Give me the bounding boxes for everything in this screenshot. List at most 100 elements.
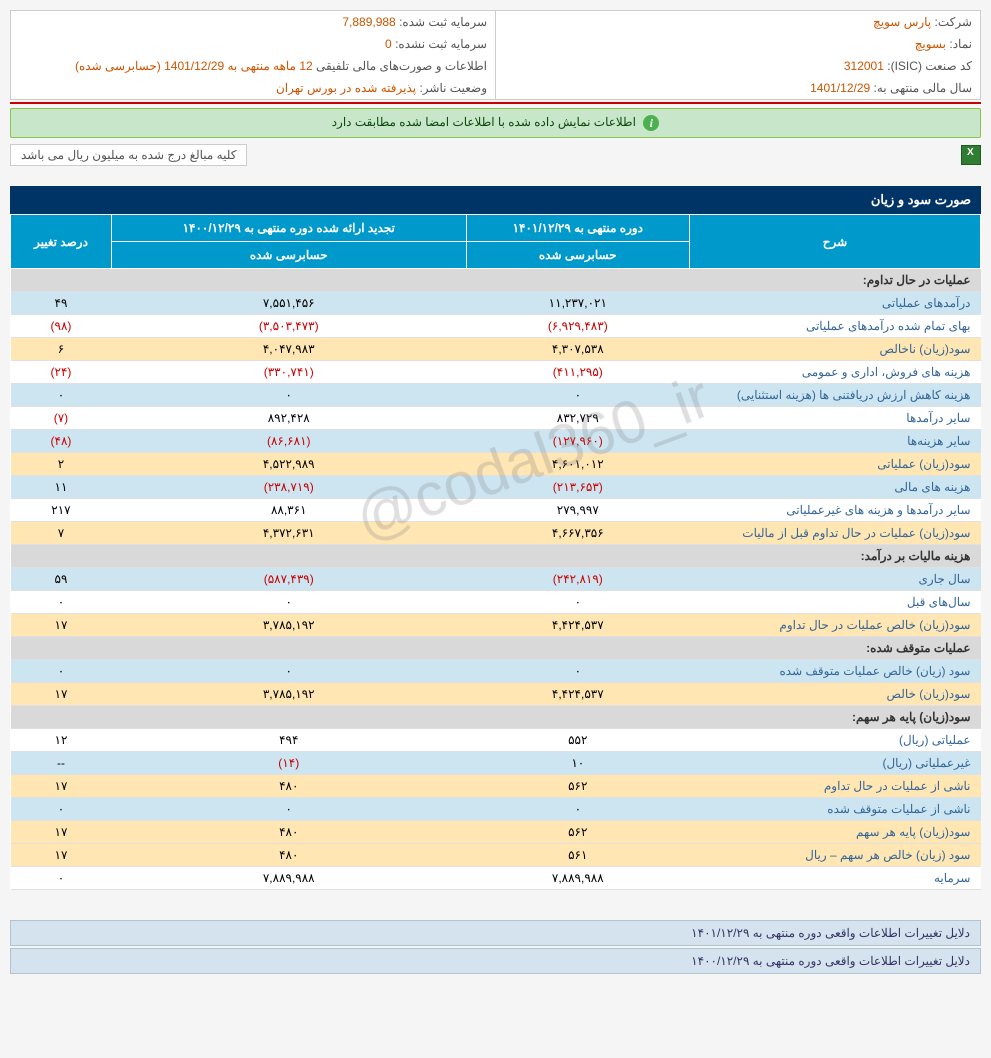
footer-bars: دلایل تغییرات اطلاعات واقعی دوره منتهی ب… [10, 920, 981, 974]
table-row: سود (زیان) خالص عملیات متوقف شده۰۰۰ [11, 660, 981, 683]
cell-v2: ۸۸,۳۶۱ [111, 499, 466, 522]
table-row: سود(زیان) خالص عملیات در حال تداوم۴,۴۲۴,… [11, 614, 981, 637]
cell-pct: ۰ [11, 591, 112, 614]
table-row: غیرعملیاتی (ریال)۱۰(۱۴)-- [11, 752, 981, 775]
cell-v2: ۴۸۰ [111, 821, 466, 844]
th-period1: دوره منتهی به ۱۴۰۱/۱۲/۲۹ [466, 215, 689, 242]
cell-pct: ۱۷ [11, 844, 112, 867]
table-row: عملیات متوقف شده: [11, 637, 981, 660]
alert-signed-match: i اطلاعات نمایش داده شده با اطلاعات امضا… [10, 108, 981, 138]
table-row: سال‌های قبل۰۰۰ [11, 591, 981, 614]
income-statement-title: صورت سود و زیان [10, 186, 981, 214]
info-icon: i [643, 115, 659, 131]
cell-pct: ۰ [11, 384, 112, 407]
alert-text: اطلاعات نمایش داده شده با اطلاعات امضا ش… [332, 115, 636, 129]
cell-pct: ۱۱ [11, 476, 112, 499]
table-row: سود(زیان) ناخالص۴,۳۰۷,۵۳۸۴,۰۴۷,۹۸۳۶ [11, 338, 981, 361]
cell-desc: سود(زیان) خالص عملیات در حال تداوم [690, 614, 981, 637]
table-row: هزینه کاهش ارزش دریافتنی ها (هزینه استثن… [11, 384, 981, 407]
report-value: 12 ماهه منتهی به 1401/12/29 (حسابرسی شده… [75, 59, 313, 73]
cell-pct: ۷ [11, 522, 112, 545]
capital-unreg-value: 0 [385, 37, 392, 51]
cell-pct: (۷) [11, 407, 112, 430]
cell-v2: ۴,۰۴۷,۹۸۳ [111, 338, 466, 361]
cell-pct: ۰ [11, 660, 112, 683]
cell-pct: ۰ [11, 798, 112, 821]
cell-v1: ۴,۳۰۷,۵۳۸ [466, 338, 689, 361]
cell-desc: سال جاری [690, 568, 981, 591]
cell-v2: (۸۶,۶۸۱) [111, 430, 466, 453]
cell-v1: ۰ [466, 660, 689, 683]
table-row: سود(زیان) عملیاتی۴,۶۰۱,۰۱۲۴,۵۲۲,۹۸۹۲ [11, 453, 981, 476]
row-header: عملیات متوقف شده: [11, 637, 981, 660]
status-value: پذیرفته شده در بورس تهران [276, 81, 416, 95]
excel-export-icon[interactable] [961, 145, 981, 165]
cell-pct: (۹۸) [11, 315, 112, 338]
currency-note: کلیه مبالغ درج شده به میلیون ریال می باش… [10, 144, 247, 166]
cell-desc: هزینه های فروش، اداری و عمومی [690, 361, 981, 384]
cell-v2: (۲۳۸,۷۱۹) [111, 476, 466, 499]
cell-desc: سایر هزینه‌ها [690, 430, 981, 453]
cell-v2: (۳۳۰,۷۴۱) [111, 361, 466, 384]
cell-v1: ۲۷۹,۹۹۷ [466, 499, 689, 522]
th-change: درصد تغییر [11, 215, 112, 269]
table-row: ناشی از عملیات متوقف شده۰۰۰ [11, 798, 981, 821]
fiscal-label: سال مالی منتهی به: [874, 81, 972, 95]
cell-v1: (۲۴۲,۸۱۹) [466, 568, 689, 591]
capital-unreg-label: سرمایه ثبت نشده: [395, 37, 487, 51]
th-desc: شرح [690, 215, 981, 269]
table-row: درآمدهای عملیاتی۱۱,۲۳۷,۰۲۱۷,۵۵۱,۴۵۶۴۹ [11, 292, 981, 315]
cell-pct: ۲۱۷ [11, 499, 112, 522]
cell-desc: سود(زیان) پایه هر سهم [690, 821, 981, 844]
table-row: سود(زیان) خالص۴,۴۲۴,۵۳۷۳,۷۸۵,۱۹۲۱۷ [11, 683, 981, 706]
cell-pct: ۶ [11, 338, 112, 361]
cell-desc: هزینه های مالی [690, 476, 981, 499]
row-header: هزینه مالیات بر درآمد: [11, 545, 981, 568]
cell-desc: سایر درآمدها [690, 407, 981, 430]
cell-desc: بهای تمام شده درآمدهای عملیاتی [690, 315, 981, 338]
cell-v1: ۸۳۲,۷۲۹ [466, 407, 689, 430]
footer-bar-2[interactable]: دلایل تغییرات اطلاعات واقعی دوره منتهی ب… [10, 948, 981, 974]
cell-v1: ۵۶۲ [466, 821, 689, 844]
cell-v2: ۰ [111, 384, 466, 407]
cell-desc: سود (زیان) خالص هر سهم – ریال [690, 844, 981, 867]
table-row: سود(زیان) پایه هر سهم: [11, 706, 981, 729]
row-header: سود(زیان) پایه هر سهم: [11, 706, 981, 729]
cell-v1: ۴,۶۶۷,۳۵۶ [466, 522, 689, 545]
fiscal-value: 1401/12/29 [810, 81, 870, 95]
cell-v2: ۰ [111, 660, 466, 683]
isic-value: 312001 [844, 59, 884, 73]
cell-pct: ۱۷ [11, 683, 112, 706]
footer-bar-1[interactable]: دلایل تغییرات اطلاعات واقعی دوره منتهی ب… [10, 920, 981, 946]
table-row: هزینه های مالی(۲۱۳,۶۵۳)(۲۳۸,۷۱۹)۱۱ [11, 476, 981, 499]
cell-v1: ۰ [466, 798, 689, 821]
table-row: سایر درآمدها و هزینه های غیرعملیاتی۲۷۹,۹… [11, 499, 981, 522]
cell-v1: ۴,۶۰۱,۰۱۲ [466, 453, 689, 476]
cell-v2: ۸۹۲,۴۲۸ [111, 407, 466, 430]
cell-pct: ۱۷ [11, 614, 112, 637]
cell-v1: ۷,۸۸۹,۹۸۸ [466, 867, 689, 890]
table-row: ناشی از عملیات در حال تداوم۵۶۲۴۸۰۱۷ [11, 775, 981, 798]
cell-desc: سرمایه [690, 867, 981, 890]
cell-v1: (۴۱۱,۲۹۵) [466, 361, 689, 384]
table-row: سایر هزینه‌ها(۱۲۷,۹۶۰)(۸۶,۶۸۱)(۴۸) [11, 430, 981, 453]
cell-v2: ۷,۸۸۹,۹۸۸ [111, 867, 466, 890]
cell-pct: ۴۹ [11, 292, 112, 315]
cell-v2: ۴۹۴ [111, 729, 466, 752]
cell-desc: غیرعملیاتی (ریال) [690, 752, 981, 775]
cell-v2: ۴۸۰ [111, 775, 466, 798]
cell-v1: ۵۵۲ [466, 729, 689, 752]
cell-v2: ۳,۷۸۵,۱۹۲ [111, 683, 466, 706]
cell-desc: سود(زیان) خالص [690, 683, 981, 706]
cell-v1: ۰ [466, 591, 689, 614]
cell-v1: ۵۶۱ [466, 844, 689, 867]
cell-desc: ناشی از عملیات در حال تداوم [690, 775, 981, 798]
cell-v2: ۷,۵۵۱,۴۵۶ [111, 292, 466, 315]
cell-desc: سال‌های قبل [690, 591, 981, 614]
cell-v2: (۵۸۷,۴۳۹) [111, 568, 466, 591]
table-row: سود (زیان) خالص هر سهم – ریال۵۶۱۴۸۰۱۷ [11, 844, 981, 867]
cell-pct: ۰ [11, 867, 112, 890]
table-row: هزینه مالیات بر درآمد: [11, 545, 981, 568]
cell-pct: ۵۹ [11, 568, 112, 591]
cell-desc: ناشی از عملیات متوقف شده [690, 798, 981, 821]
